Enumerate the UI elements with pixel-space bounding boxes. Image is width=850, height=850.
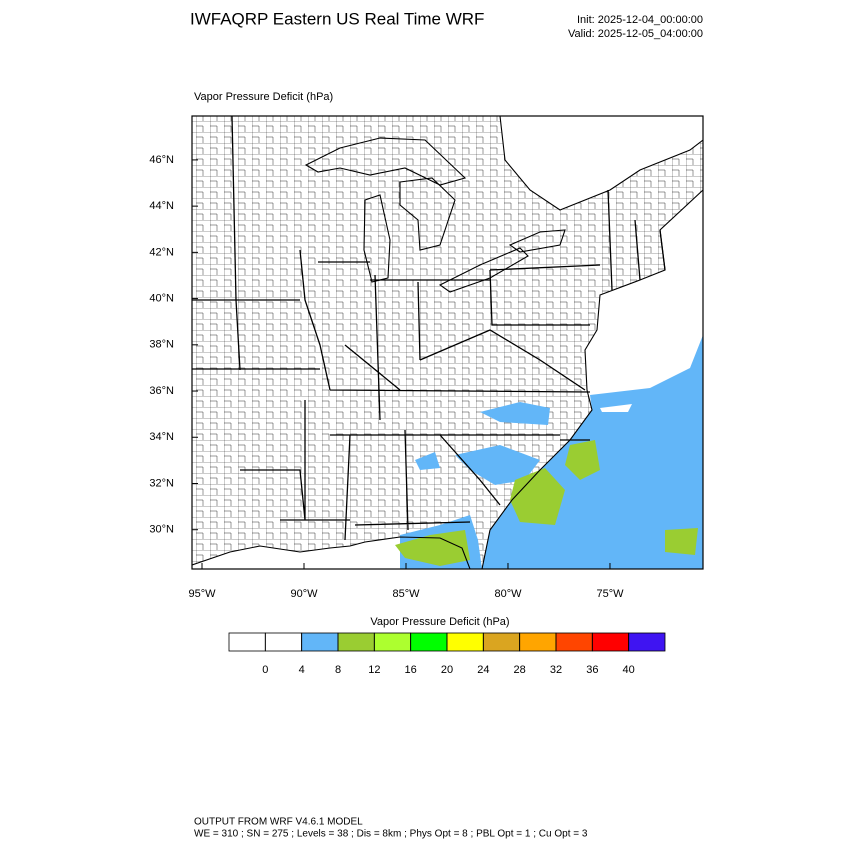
valid-time: Valid: 2025-12-05_04:00:00 bbox=[568, 28, 703, 40]
vpd-shade bbox=[415, 452, 440, 470]
colorbar-box bbox=[628, 632, 666, 652]
vpd-shade bbox=[600, 404, 632, 412]
colorbar-label: 16 bbox=[405, 664, 417, 676]
colorbar-label: 40 bbox=[623, 664, 635, 676]
init-time: Init: 2025-12-04_00:00:00 bbox=[577, 14, 703, 26]
vpd-shade bbox=[455, 445, 540, 485]
y-tick-label: 46°N bbox=[149, 154, 174, 166]
colorbar-box bbox=[482, 632, 521, 652]
footer-line: WE = 310 ; SN = 275 ; Levels = 38 ; Dis … bbox=[194, 829, 588, 840]
y-tick-label: 36°N bbox=[149, 385, 174, 397]
x-tick-label: 85°W bbox=[392, 588, 420, 600]
x-tick-label: 80°W bbox=[494, 588, 522, 600]
x-tick-label: 90°W bbox=[290, 588, 318, 600]
colorbar-box bbox=[228, 632, 266, 652]
colorbar-label: 0 bbox=[262, 664, 268, 676]
colorbar-box bbox=[264, 632, 303, 652]
x-tick-label: 95°W bbox=[188, 588, 216, 600]
y-tick-label: 38°N bbox=[149, 339, 174, 351]
page-title: IWFAQRP Eastern US Real Time WRF bbox=[190, 9, 484, 28]
y-tick-label: 42°N bbox=[149, 246, 174, 258]
land bbox=[192, 116, 703, 569]
colorbar-box bbox=[373, 632, 412, 652]
vpd-shade bbox=[395, 530, 470, 566]
colorbar-label: 32 bbox=[550, 664, 562, 676]
state-border bbox=[192, 116, 666, 541]
colorbar-label: 28 bbox=[514, 664, 526, 676]
y-tick-label: 34°N bbox=[149, 431, 174, 443]
colorbar-box bbox=[337, 632, 375, 652]
colorbar-label: 24 bbox=[477, 664, 489, 676]
colorbar-box bbox=[410, 632, 448, 652]
colorbar-label: 8 bbox=[335, 664, 341, 676]
footer-line: OUTPUT FROM WRF V4.6.1 MODEL bbox=[194, 817, 363, 828]
lake bbox=[363, 194, 391, 283]
colorbar-title: Vapor Pressure Deficit (hPa) bbox=[370, 616, 509, 628]
colorbar-box bbox=[519, 632, 557, 652]
colorbar-box bbox=[555, 632, 593, 652]
map bbox=[192, 116, 703, 569]
y-tick-label: 30°N bbox=[149, 524, 174, 536]
y-tick-label: 32°N bbox=[149, 477, 174, 489]
colorbar-box bbox=[446, 632, 484, 652]
map-frame bbox=[191, 115, 704, 570]
y-tick-label: 40°N bbox=[149, 292, 174, 304]
vpd-shade bbox=[665, 528, 698, 555]
lake bbox=[508, 229, 566, 253]
vpd-shade bbox=[565, 440, 600, 480]
lake bbox=[399, 177, 456, 251]
colorbar-label: 12 bbox=[368, 664, 380, 676]
x-tick-label: 75°W bbox=[596, 588, 624, 600]
vpd-shade bbox=[510, 468, 565, 525]
lake bbox=[438, 247, 529, 293]
colorbar-box bbox=[301, 632, 339, 652]
y-tick-label: 44°N bbox=[149, 200, 174, 212]
vpd-shade bbox=[480, 402, 550, 425]
colorbar-label: 20 bbox=[441, 664, 453, 676]
coast bbox=[192, 116, 703, 569]
colorbar-box bbox=[591, 632, 630, 652]
colorbar-label: 4 bbox=[299, 664, 305, 676]
plot-title: Vapor Pressure Deficit (hPa) bbox=[194, 91, 333, 103]
colorbar-label: 36 bbox=[586, 664, 598, 676]
